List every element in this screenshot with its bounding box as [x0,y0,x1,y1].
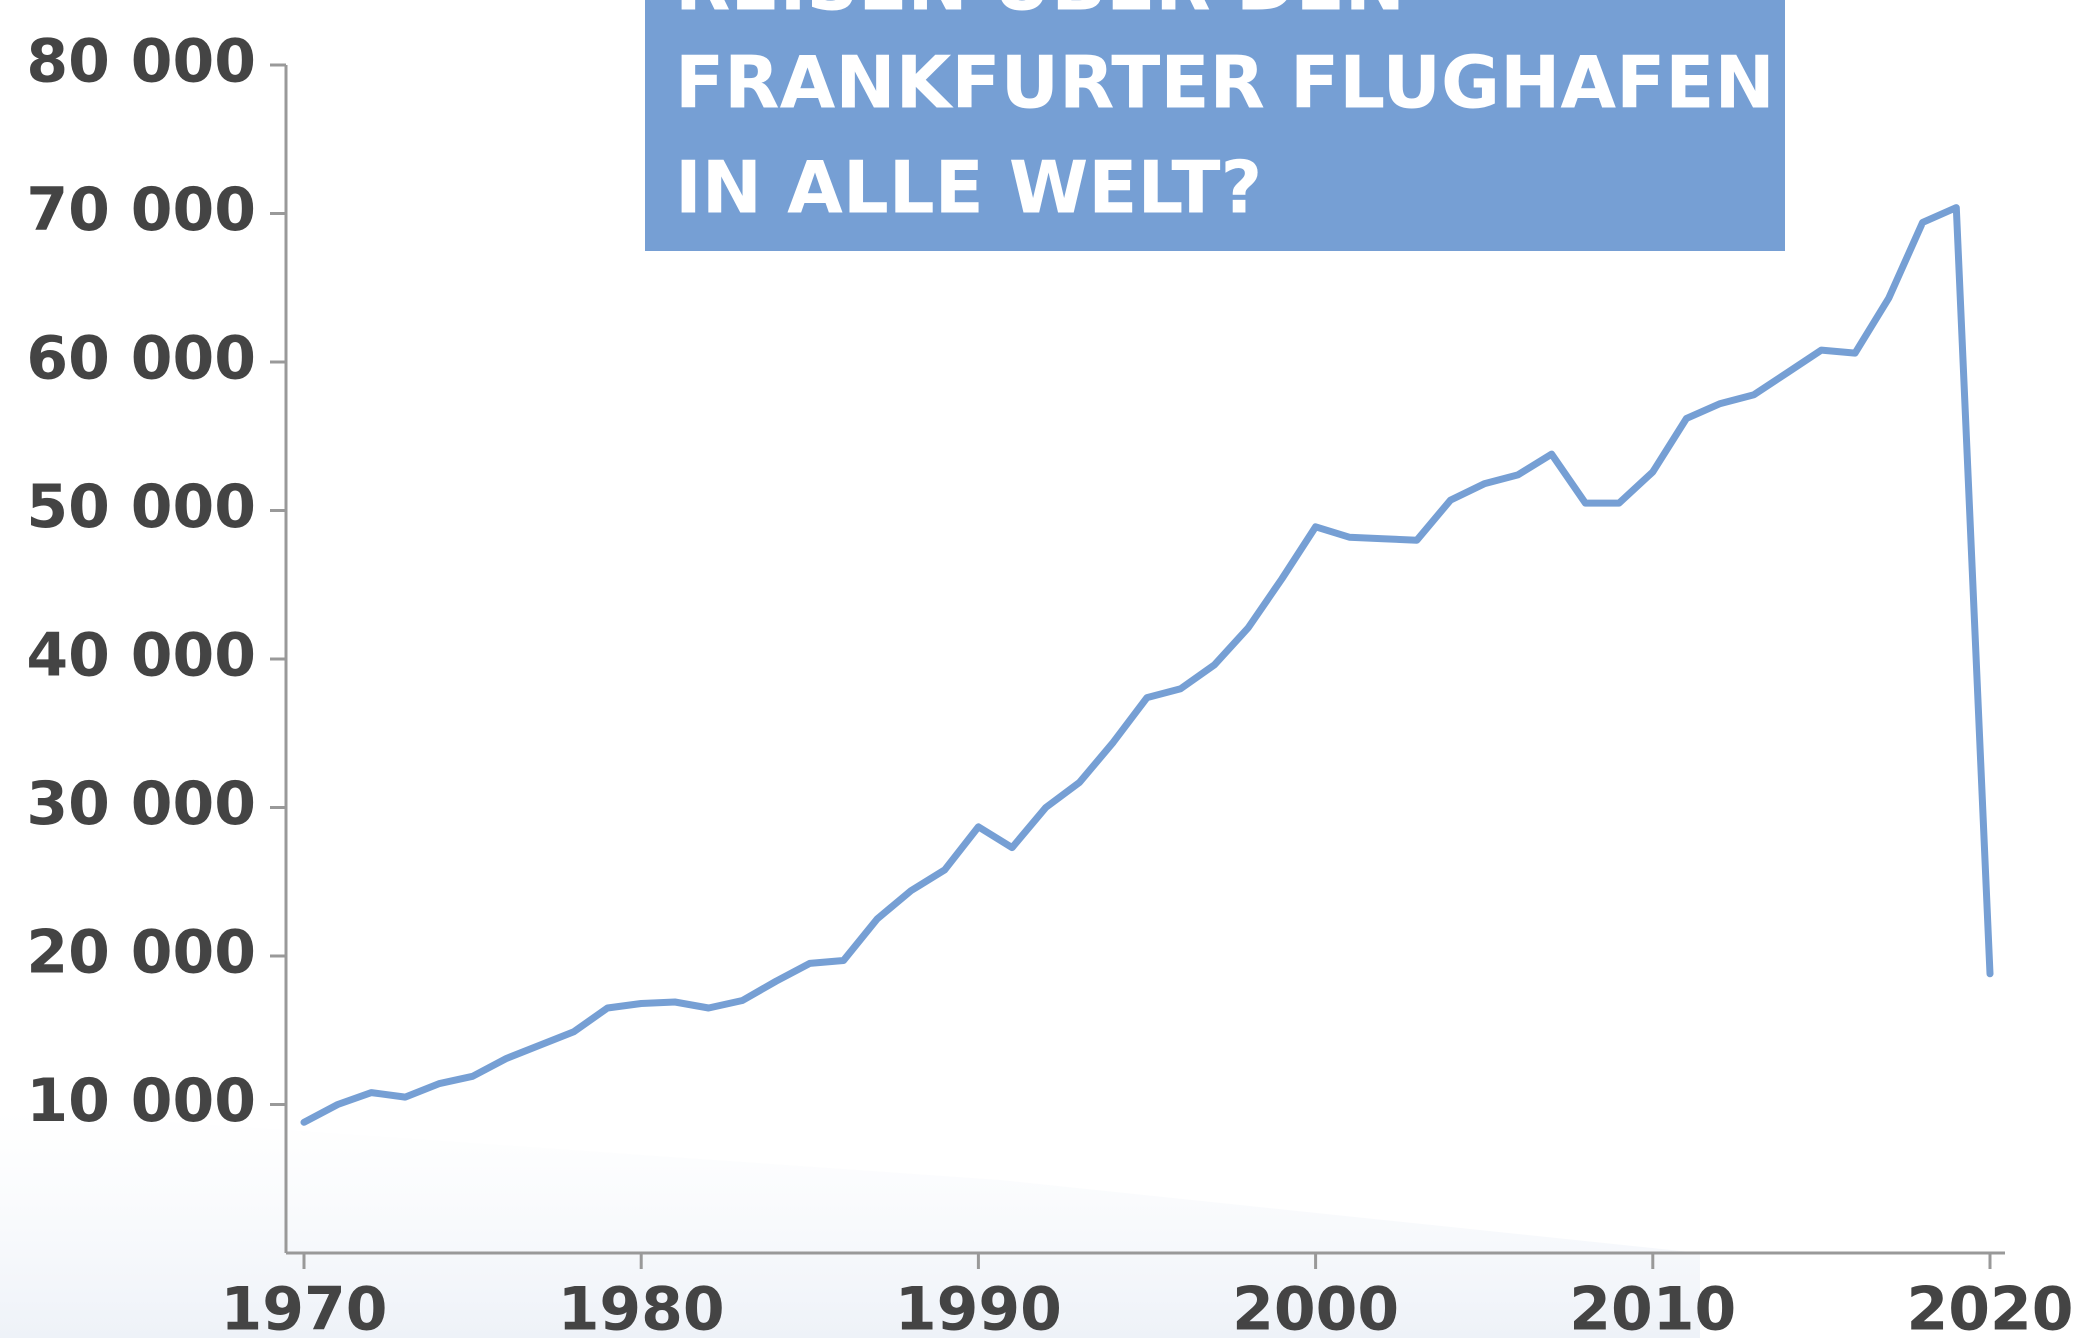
x-tick-label: 2010 [1569,1275,1736,1338]
x-tick-label: 2020 [1907,1275,2074,1338]
y-tick-label: 60 000 [26,324,256,394]
x-tick-label: 2000 [1232,1275,1399,1338]
data-line [304,208,1990,1123]
y-tick-label: 20 000 [26,918,256,988]
x-tick-label: 1980 [558,1275,725,1338]
y-tick-label: 80 000 [26,27,256,97]
chart-title: IN ALLE WELT? [675,146,1262,230]
chart-title: FRANKFURTER FLUGHAFEN [675,41,1775,125]
y-tick-label: 40 000 [26,621,256,691]
y-tick-label: 50 000 [26,472,256,542]
y-tick-label: 30 000 [26,769,256,839]
page: REISEN ÜBER DEN FRANKFURTER FLUGHAFEN IN… [0,0,2093,1338]
chart-title: REISEN ÜBER DEN [675,0,1405,27]
y-tick-label: 10 000 [26,1066,256,1136]
x-tick-label: 1990 [895,1275,1062,1338]
x-tick-label: 1970 [221,1275,388,1338]
chart: REISEN ÜBER DEN FRANKFURTER FLUGHAFEN IN… [0,0,2093,1338]
y-tick-label: 70 000 [26,175,256,245]
